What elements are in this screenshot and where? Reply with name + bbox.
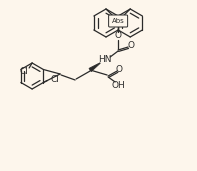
Text: OH: OH: [111, 81, 125, 89]
FancyBboxPatch shape: [109, 15, 128, 27]
Text: Cl: Cl: [19, 67, 28, 76]
Text: O: O: [115, 31, 122, 41]
Text: Abs: Abs: [112, 18, 125, 24]
Text: HN: HN: [98, 56, 112, 64]
Text: O: O: [116, 64, 123, 74]
Text: Cl: Cl: [50, 75, 59, 84]
Text: O: O: [128, 41, 135, 49]
Polygon shape: [89, 63, 100, 72]
